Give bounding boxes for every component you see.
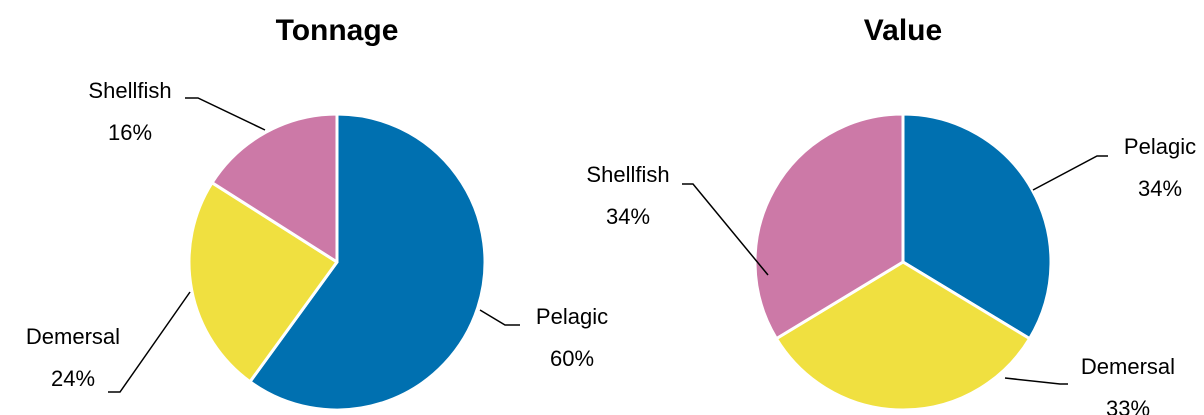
leader-line <box>108 291 191 393</box>
slice-label: Shellfish <box>88 78 171 103</box>
leader-line <box>1032 155 1108 191</box>
slice-label: Pelagic <box>536 304 608 329</box>
pie-slice <box>753 112 905 341</box>
pie-slice <box>901 112 1053 341</box>
slice-value-label: 34% <box>1138 176 1182 201</box>
slice-value-label: 34% <box>606 204 650 229</box>
slice-value-label: 16% <box>108 120 152 145</box>
pie-slice <box>210 112 339 264</box>
chart-title: Tonnage <box>276 14 399 47</box>
leader-line <box>479 309 520 326</box>
leader-line <box>682 183 769 276</box>
slice-value-label: 60% <box>550 346 594 371</box>
slice-label: Shellfish <box>586 162 669 187</box>
pie-slice <box>774 260 1032 412</box>
leader-line <box>185 97 266 131</box>
slice-value-label: 33% <box>1106 396 1150 415</box>
slice-value-label: 24% <box>51 366 95 391</box>
leader-line <box>1004 377 1068 385</box>
chart-title: Value <box>864 14 942 47</box>
slice-label: Demersal <box>1081 354 1175 379</box>
pie-slice <box>248 112 487 412</box>
slice-label: Pelagic <box>1124 134 1196 159</box>
slice-label: Demersal <box>26 324 120 349</box>
pie-slice <box>187 181 339 384</box>
